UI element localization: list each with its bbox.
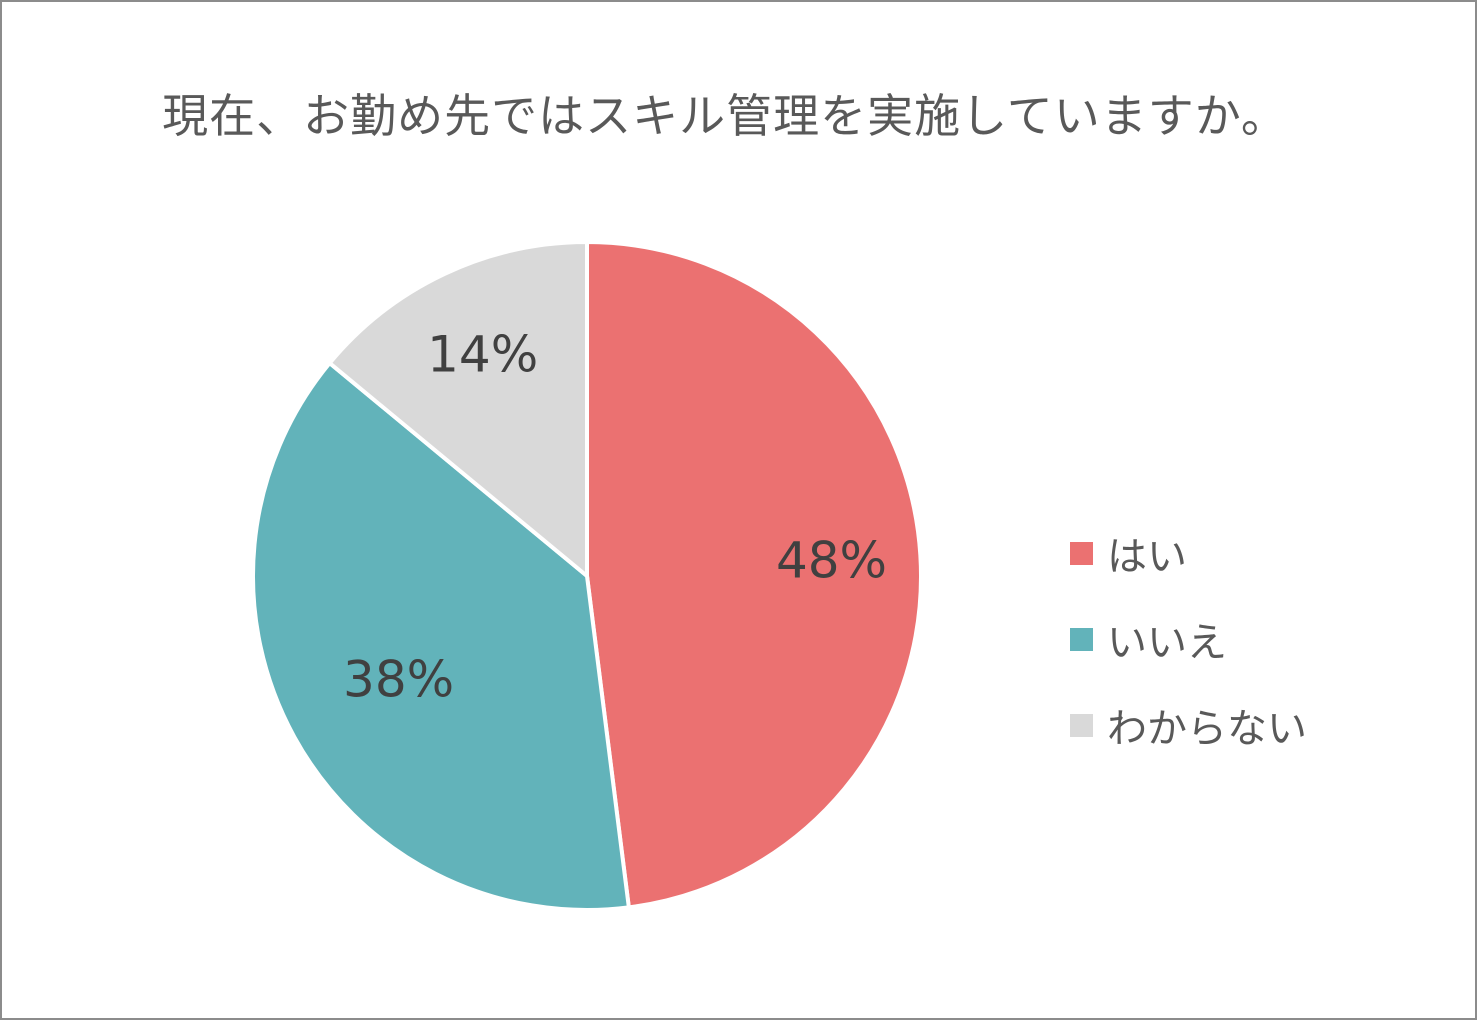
legend-item: わからない (1070, 682, 1450, 768)
legend-swatch (1070, 541, 1093, 565)
legend-swatch (1070, 713, 1093, 737)
pie-slice (585, 240, 923, 910)
legend-label: わからない (1107, 706, 1307, 752)
legend-item: はい (1070, 510, 1450, 596)
pie-slice (251, 361, 631, 912)
slice-data-label: 48% (776, 532, 887, 590)
pie-slice (327, 240, 589, 578)
slice-data-label: 38% (343, 651, 454, 709)
legend: はい いいえ わからない (1070, 510, 1450, 768)
legend-label: はい (1107, 534, 1187, 580)
chart-title: 現在、お勤め先ではスキル管理を実施していますか。 (162, 89, 1288, 143)
legend-swatch (1070, 627, 1093, 651)
legend-item: いいえ (1070, 596, 1450, 682)
legend-label: いいえ (1107, 620, 1227, 666)
slice-data-label: 14% (427, 325, 538, 383)
